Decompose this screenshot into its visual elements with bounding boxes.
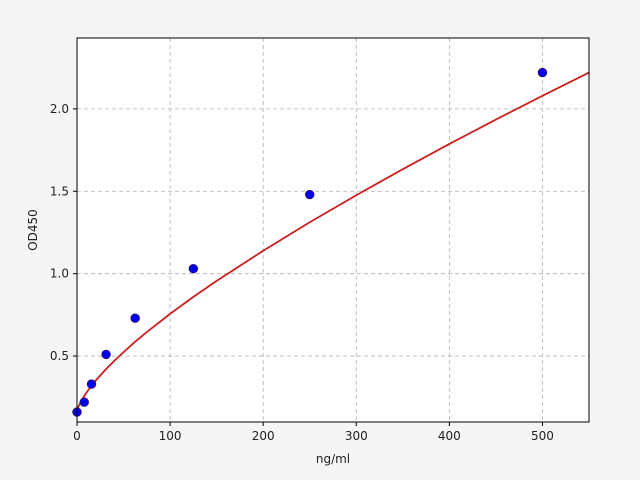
y-tick-label: 0.5: [50, 349, 69, 363]
y-axis-label: OD450: [26, 209, 40, 251]
x-tick-label: 0: [73, 429, 81, 443]
x-tick-label: 400: [438, 429, 461, 443]
y-tick-label: 2.0: [50, 102, 69, 116]
x-tick-label: 200: [252, 429, 275, 443]
data-point: [130, 313, 140, 323]
data-point: [537, 67, 548, 78]
data-point: [101, 349, 111, 360]
x-axis-label: ng/ml: [316, 452, 350, 466]
data-point: [79, 397, 89, 407]
grid: [76, 38, 589, 422]
x-tick-label: 100: [159, 429, 182, 443]
x-axis-ticks: 0 100 200 300 400 500: [73, 422, 554, 443]
plot-frame: [76, 37, 590, 423]
data-points-layer: [72, 67, 548, 417]
x-tick-label: 300: [345, 429, 368, 443]
data-point: [188, 264, 199, 274]
y-axis-ticks: 0.5 1.0 1.5 2.0: [50, 102, 77, 363]
y-tick-label: 1.0: [50, 267, 69, 281]
plot-area: [77, 38, 589, 422]
data-point: [305, 189, 315, 200]
y-tick-label: 1.5: [50, 184, 69, 198]
data-point: [86, 379, 97, 389]
x-tick-label: 500: [531, 429, 554, 443]
